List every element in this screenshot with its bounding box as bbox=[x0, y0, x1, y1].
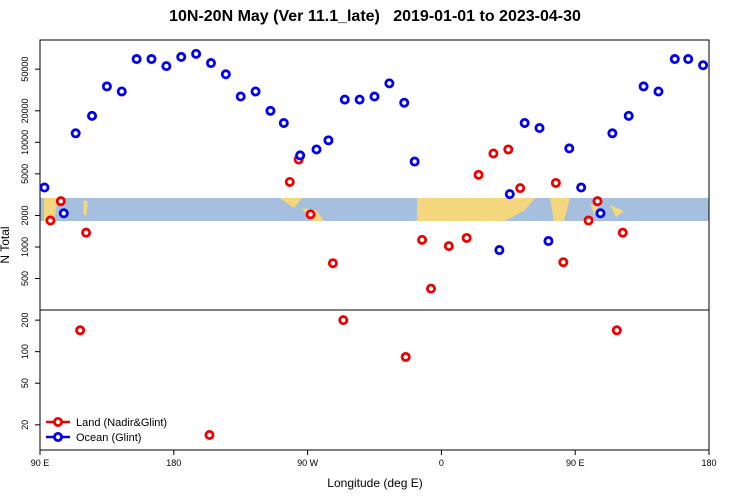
point bbox=[504, 189, 515, 200]
point bbox=[311, 144, 322, 155]
point bbox=[473, 169, 484, 180]
point bbox=[295, 150, 306, 161]
legend-marker bbox=[53, 416, 64, 427]
point bbox=[191, 48, 202, 59]
point bbox=[592, 196, 603, 207]
point bbox=[305, 209, 316, 220]
x-axis-label: Longitude (deg E) bbox=[327, 476, 422, 490]
point bbox=[550, 177, 561, 188]
point bbox=[55, 196, 66, 207]
point bbox=[409, 156, 420, 167]
point bbox=[519, 117, 530, 128]
point bbox=[399, 97, 410, 108]
point bbox=[250, 86, 261, 97]
x-tick-label: 180 bbox=[701, 458, 716, 468]
x-tick-label: 90 E bbox=[31, 458, 50, 468]
point bbox=[623, 110, 634, 121]
chart-title: 10N-20N May (Ver 11.1_late) 2019-01-01 t… bbox=[169, 8, 581, 25]
point bbox=[583, 215, 594, 226]
legend-label: Ocean (Glint) bbox=[76, 432, 141, 444]
point bbox=[558, 257, 569, 268]
point bbox=[417, 234, 428, 245]
y-tick-label: 200 bbox=[20, 313, 30, 328]
legend-label: Land (Nadir&Glint) bbox=[76, 417, 167, 429]
point bbox=[58, 208, 69, 219]
point bbox=[503, 144, 514, 155]
point bbox=[543, 236, 554, 247]
x-tick-label: 0 bbox=[439, 458, 444, 468]
y-axis-label: N Total bbox=[0, 226, 12, 263]
point bbox=[146, 54, 157, 65]
point bbox=[265, 105, 276, 116]
point bbox=[595, 208, 606, 219]
point bbox=[338, 315, 349, 326]
point bbox=[638, 81, 649, 92]
point bbox=[116, 86, 127, 97]
point bbox=[284, 176, 295, 187]
point bbox=[39, 182, 50, 193]
point bbox=[339, 94, 350, 105]
point bbox=[669, 54, 680, 65]
x-tick-label: 90 E bbox=[566, 458, 585, 468]
point bbox=[70, 128, 81, 139]
point bbox=[384, 78, 395, 89]
point bbox=[488, 148, 499, 159]
x-tick-label: 180 bbox=[166, 458, 181, 468]
y-tick-label: 10000 bbox=[20, 130, 30, 155]
point bbox=[653, 86, 664, 97]
point bbox=[176, 51, 187, 62]
point bbox=[611, 325, 622, 336]
point bbox=[45, 215, 56, 226]
point bbox=[278, 117, 289, 128]
y-tick-label: 5000 bbox=[20, 164, 30, 184]
point bbox=[534, 123, 545, 134]
point bbox=[617, 227, 628, 238]
y-tick-label: 50 bbox=[20, 378, 30, 388]
y-tick-label: 50000 bbox=[20, 57, 30, 82]
point bbox=[494, 245, 505, 256]
y-tick-label: 500 bbox=[20, 271, 30, 286]
point bbox=[204, 429, 215, 440]
y-tick-label: 20 bbox=[20, 420, 30, 430]
point bbox=[369, 91, 380, 102]
point bbox=[323, 135, 334, 146]
point bbox=[564, 143, 575, 154]
point bbox=[101, 81, 112, 92]
point bbox=[235, 91, 246, 102]
point bbox=[400, 351, 411, 362]
point bbox=[220, 69, 231, 80]
y-tick-label: 2000 bbox=[20, 205, 30, 225]
point bbox=[461, 232, 472, 243]
point bbox=[161, 61, 172, 72]
point bbox=[425, 283, 436, 294]
point bbox=[354, 94, 365, 105]
point bbox=[698, 60, 709, 71]
panel-frame bbox=[39, 309, 710, 451]
point bbox=[443, 241, 454, 252]
panel-frame bbox=[39, 39, 710, 311]
legend-marker bbox=[53, 431, 64, 442]
y-tick-label: 100 bbox=[20, 344, 30, 359]
point bbox=[327, 258, 338, 269]
point bbox=[75, 325, 86, 336]
point bbox=[81, 227, 92, 238]
x-tick-label: 90 W bbox=[297, 458, 319, 468]
map-strip bbox=[40, 198, 709, 221]
point bbox=[515, 183, 526, 194]
point bbox=[607, 128, 618, 139]
point bbox=[576, 182, 587, 193]
point bbox=[683, 54, 694, 65]
point bbox=[87, 110, 98, 121]
point bbox=[205, 58, 216, 69]
y-tick-label: 20000 bbox=[20, 98, 30, 123]
point bbox=[131, 54, 142, 65]
y-tick-label: 1000 bbox=[20, 237, 30, 257]
